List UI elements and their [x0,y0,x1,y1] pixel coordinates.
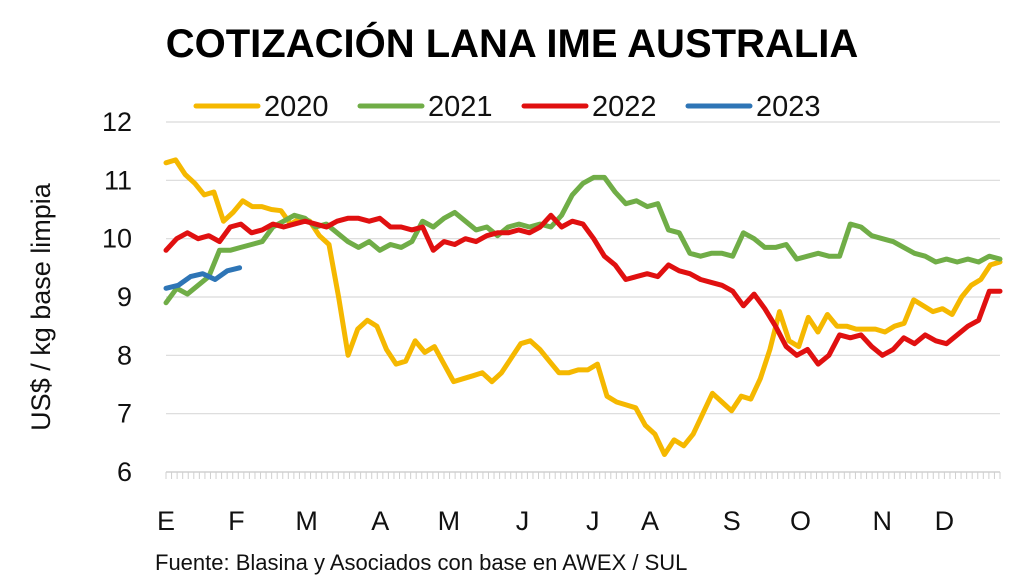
series-line-2021 [163,174,1003,306]
x-tick-label: S [723,506,741,536]
y-tick-label: 8 [117,340,132,370]
x-tick-label: J [516,506,530,536]
y-tick-label: 11 [104,165,132,195]
source-note: Fuente: Blasina y Asociados con base en … [155,550,687,575]
x-tick-label: J [586,506,600,536]
x-axis [165,471,1001,479]
x-tick-label: A [371,506,389,536]
legend-label-2020: 2020 [264,91,329,123]
x-tick-label: A [641,506,659,536]
x-tick-label: F [228,506,245,536]
y-axis-label: US$ / kg base limpia [26,182,56,431]
y-axis-ticks: 6 7 8 9 10 11 12 [102,107,132,487]
legend-label-2021: 2021 [428,91,493,123]
series-line-2022 [163,212,1003,367]
y-tick-label: 6 [117,457,132,487]
y-tick-label: 10 [102,224,132,254]
x-tick-label: D [935,506,955,536]
y-tick-label: 12 [102,107,132,137]
y-tick-label: 9 [117,282,132,312]
gridlines [166,121,1000,415]
x-tick-label: M [295,506,318,536]
legend: 2020 2021 2022 2023 [193,91,821,123]
y-tick-label: 7 [117,399,132,429]
x-tick-label: M [438,506,461,536]
legend-label-2023: 2023 [756,91,821,123]
series-line-2023 [163,265,243,291]
series-line-2020 [163,157,1003,457]
x-tick-label: E [157,506,175,536]
chart-title: COTIZACIÓN LANA IME AUSTRALIA [166,20,859,66]
x-tick-label: O [790,506,811,536]
x-tick-label: N [873,506,893,536]
series-lines [163,157,1003,457]
legend-label-2022: 2022 [592,91,657,123]
